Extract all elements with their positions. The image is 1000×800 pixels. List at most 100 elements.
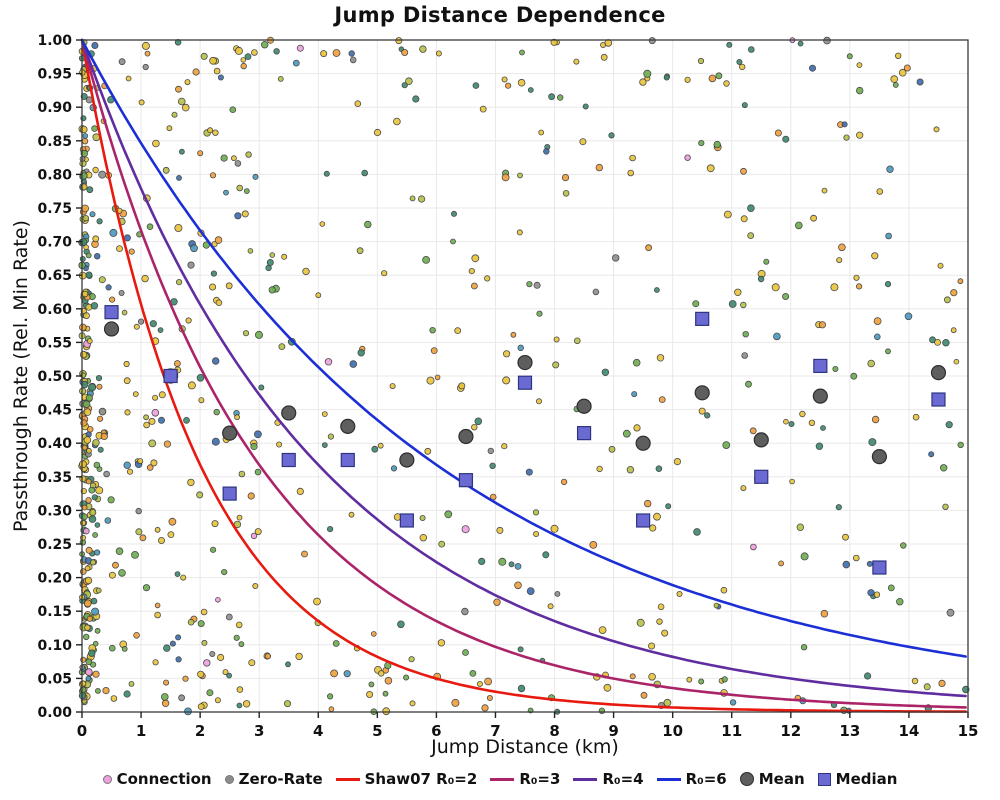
scatter-point — [163, 440, 171, 448]
scatter-point — [85, 478, 92, 485]
median-marker — [931, 392, 946, 407]
scatter-point — [354, 100, 362, 107]
scatter-point — [235, 621, 243, 629]
scatter-point — [152, 394, 159, 401]
scatter-point — [498, 557, 507, 566]
scatter-point — [209, 283, 217, 291]
scatter-point — [254, 528, 262, 536]
scatter-point — [536, 310, 543, 317]
y-tick-label: 0.70 — [37, 235, 72, 251]
x-tick-label: 8 — [549, 722, 559, 740]
y-tick-label: 0.00 — [37, 705, 72, 721]
scatter-point — [258, 384, 265, 391]
scatter-point — [171, 111, 178, 118]
scatter-point — [214, 697, 221, 704]
x-tick-label: 9 — [608, 722, 618, 740]
scatter-point — [157, 416, 165, 424]
scatter-point — [393, 117, 401, 126]
scatter-point — [697, 57, 705, 65]
scatter-point — [693, 528, 701, 536]
x-tick-label: 14 — [898, 722, 919, 740]
scatter-point — [209, 172, 217, 179]
scatter-point — [146, 223, 154, 231]
scatter-point — [192, 68, 200, 76]
scatter-point — [220, 154, 228, 162]
scatter-point — [815, 442, 824, 450]
scatter-point — [187, 478, 195, 487]
scatter-point — [349, 56, 357, 64]
scatter-point — [782, 292, 790, 300]
scatter-point — [403, 674, 410, 681]
scatter-point — [109, 296, 116, 303]
legend-label: Median — [835, 770, 898, 788]
mean-marker — [635, 435, 651, 451]
scatter-point — [240, 62, 247, 70]
scatter-point — [450, 210, 457, 217]
scatter-point — [154, 611, 161, 619]
scatter-point — [684, 76, 691, 83]
scatter-point — [542, 551, 550, 559]
scatter-point — [321, 442, 328, 449]
scatter-point — [121, 646, 128, 652]
scatter-point — [622, 429, 631, 438]
scatter-point — [657, 603, 665, 611]
scatter-point — [187, 618, 195, 626]
scatter-point — [863, 672, 872, 680]
scatter-point — [708, 74, 717, 83]
scatter-point — [84, 576, 93, 585]
scatter-point — [489, 462, 496, 469]
median-marker — [163, 368, 178, 384]
scatter-point — [268, 286, 276, 294]
scatter-point — [468, 267, 475, 275]
scatter-point — [836, 257, 843, 264]
scatter-point — [83, 436, 92, 444]
scatter-point — [176, 278, 183, 286]
scatter-point — [808, 419, 816, 426]
scatter-point — [957, 278, 964, 285]
model-curve-r0-2 — [80, 38, 967, 713]
scatter-point — [83, 527, 90, 535]
scatter-point — [676, 591, 683, 598]
x-tick-label: 2 — [195, 722, 205, 740]
scatter-point — [773, 332, 781, 341]
legend-marker — [335, 777, 360, 781]
scatter-point — [102, 686, 110, 695]
legend-item-median: Median — [817, 770, 898, 788]
scatter-point — [853, 274, 860, 281]
scatter-point — [750, 543, 757, 551]
scatter-point — [502, 376, 511, 385]
scatter-point — [900, 542, 907, 549]
scatter-point — [648, 672, 656, 681]
scatter-point — [409, 195, 416, 202]
scatter-point — [698, 407, 706, 415]
y-tick-label: 0.35 — [37, 470, 72, 486]
scatter-point — [871, 252, 879, 260]
scatter-point — [928, 451, 935, 458]
legend-marker — [739, 772, 754, 786]
scatter-point — [543, 148, 550, 155]
scatter-point — [233, 634, 240, 641]
scatter-point — [673, 457, 682, 466]
scatter-point — [210, 546, 217, 553]
scatter-point — [783, 418, 789, 425]
scatter-point — [596, 465, 603, 473]
model-curve-r0-3 — [80, 38, 967, 709]
median-marker — [636, 513, 651, 528]
scatter-point — [818, 321, 827, 329]
scatter-point — [81, 504, 88, 511]
scatter-point — [856, 62, 863, 68]
scatter-point — [653, 512, 661, 521]
scatter-point — [856, 86, 864, 95]
scatter-point — [95, 374, 103, 382]
scatter-point — [429, 327, 436, 334]
scatter-point — [866, 560, 873, 567]
legend-label: Connection — [116, 770, 212, 788]
scatter-point — [92, 532, 98, 538]
scatter-point — [163, 679, 170, 686]
scatter-point — [796, 523, 804, 531]
scatter-point — [713, 602, 720, 609]
scatter-point — [742, 331, 749, 338]
scatter-point — [800, 552, 809, 561]
scatter-point — [168, 517, 177, 526]
legend-marker — [573, 777, 598, 781]
